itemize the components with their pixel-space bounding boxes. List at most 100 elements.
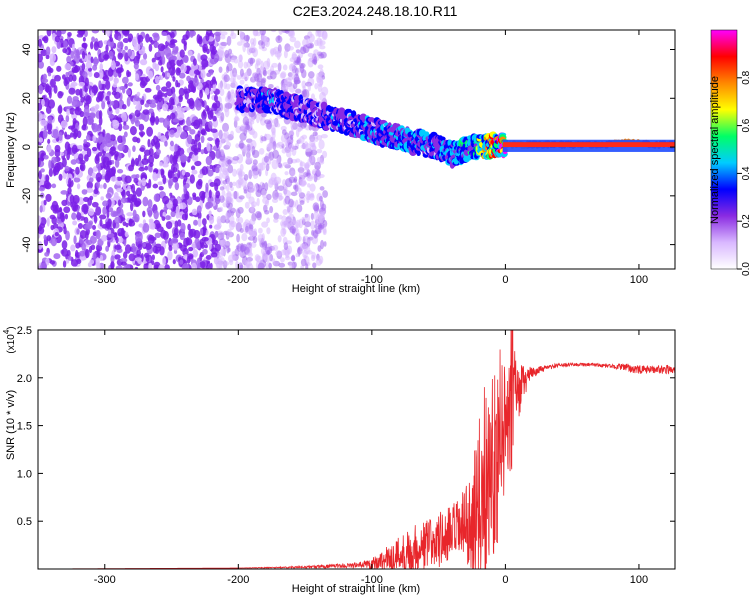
noise-speck (150, 39, 155, 45)
noise-speck (278, 30, 283, 35)
noise-speck (205, 201, 211, 210)
noise-speck (258, 147, 265, 155)
noise-speck (197, 173, 204, 179)
noise-speck (218, 206, 224, 212)
noise-speck (164, 92, 168, 98)
noise-speck (299, 160, 303, 169)
noise-speck (176, 105, 181, 113)
noise-speck (38, 186, 45, 192)
noise-speck (76, 145, 84, 150)
noise-speck (166, 72, 171, 78)
noise-speck (124, 244, 132, 254)
noise-speck (110, 60, 116, 70)
noise-speck (172, 241, 179, 251)
x-tick-label: 100 (630, 574, 648, 586)
noise-speck (185, 236, 190, 246)
noise-speck (165, 221, 173, 230)
colorbar-ticks: 0.0 0.2 0.4 0.6 0.8 (737, 70, 750, 276)
noise-speck (268, 262, 272, 269)
noise-speck (92, 251, 97, 261)
ridge-mark (416, 150, 421, 157)
noise-speck (108, 229, 112, 235)
noise-speck (81, 62, 86, 71)
noise-speck (105, 95, 110, 101)
noise-speck (280, 249, 287, 256)
noise-speck (290, 64, 295, 70)
noise-speck (46, 30, 52, 37)
noise-speck (250, 241, 257, 248)
snr-series-line (38, 330, 675, 569)
noise-speck (277, 162, 283, 168)
noise-speck (103, 54, 110, 60)
noise-speck (303, 89, 310, 99)
noise-speck (117, 52, 123, 60)
noise-speck (188, 246, 194, 252)
noise-speck (89, 112, 96, 119)
noise-speck (215, 112, 221, 118)
noise-speck (122, 86, 126, 94)
noise-speck (268, 83, 274, 89)
noise-speck (250, 170, 259, 177)
noise-speck (171, 64, 175, 71)
noise-speck (201, 58, 209, 68)
noise-speck (251, 204, 255, 210)
noise-speck (202, 248, 208, 255)
noise-speck (310, 212, 315, 221)
noise-speck (148, 262, 153, 269)
noise-speck (262, 194, 268, 199)
noise-speck (67, 31, 72, 37)
noise-speck (193, 219, 199, 226)
noise-speck (153, 210, 159, 220)
noise-speck (287, 157, 293, 165)
noise-speck (69, 132, 74, 138)
noise-speck (218, 66, 223, 74)
y-tick-label: -40 (21, 237, 33, 253)
noise-speck (230, 57, 236, 63)
noise-speck (93, 214, 98, 224)
noise-speck (91, 85, 99, 94)
noise-speck (123, 131, 128, 138)
noise-speck (172, 205, 176, 212)
noise-speck (201, 236, 209, 242)
noise-speck (71, 43, 75, 52)
noise-speck (38, 226, 45, 235)
noise-speck (86, 187, 94, 193)
noise-speck (115, 265, 123, 269)
noise-speck (303, 245, 311, 255)
noise-speck (121, 76, 129, 84)
noise-speck (175, 150, 181, 157)
noise-speck (319, 91, 326, 102)
noise-speck (86, 147, 92, 158)
noise-speck (162, 256, 166, 266)
noise-speck (295, 127, 300, 138)
noise-speck (154, 63, 160, 72)
noise-speck (78, 81, 86, 87)
noise-speck (320, 51, 327, 59)
colorbar-tick-label: 0.6 (741, 118, 750, 132)
noise-speck (144, 242, 152, 250)
noise-speck (209, 181, 216, 188)
noise-speck (264, 182, 269, 192)
noise-speck (238, 250, 243, 257)
noise-speck (141, 177, 147, 187)
noise-speck (297, 187, 302, 195)
noise-speck (85, 61, 93, 69)
noise-speck (158, 185, 164, 191)
noise-speck (209, 69, 214, 75)
noise-speck (190, 165, 196, 171)
spectrogram-marks (38, 30, 675, 269)
noise-speck (155, 148, 161, 155)
noise-speck (205, 255, 212, 260)
noise-speck (91, 201, 99, 208)
noise-speck (259, 30, 267, 36)
noise-speck (99, 214, 107, 220)
noise-speck (97, 135, 102, 144)
noise-speck (55, 30, 62, 38)
noise-speck (98, 116, 103, 126)
noise-speck (160, 86, 168, 92)
noise-speck (38, 181, 41, 190)
noise-speck (105, 192, 112, 200)
noise-speck (269, 206, 274, 214)
noise-speck (47, 144, 52, 153)
noise-speck (180, 153, 187, 163)
